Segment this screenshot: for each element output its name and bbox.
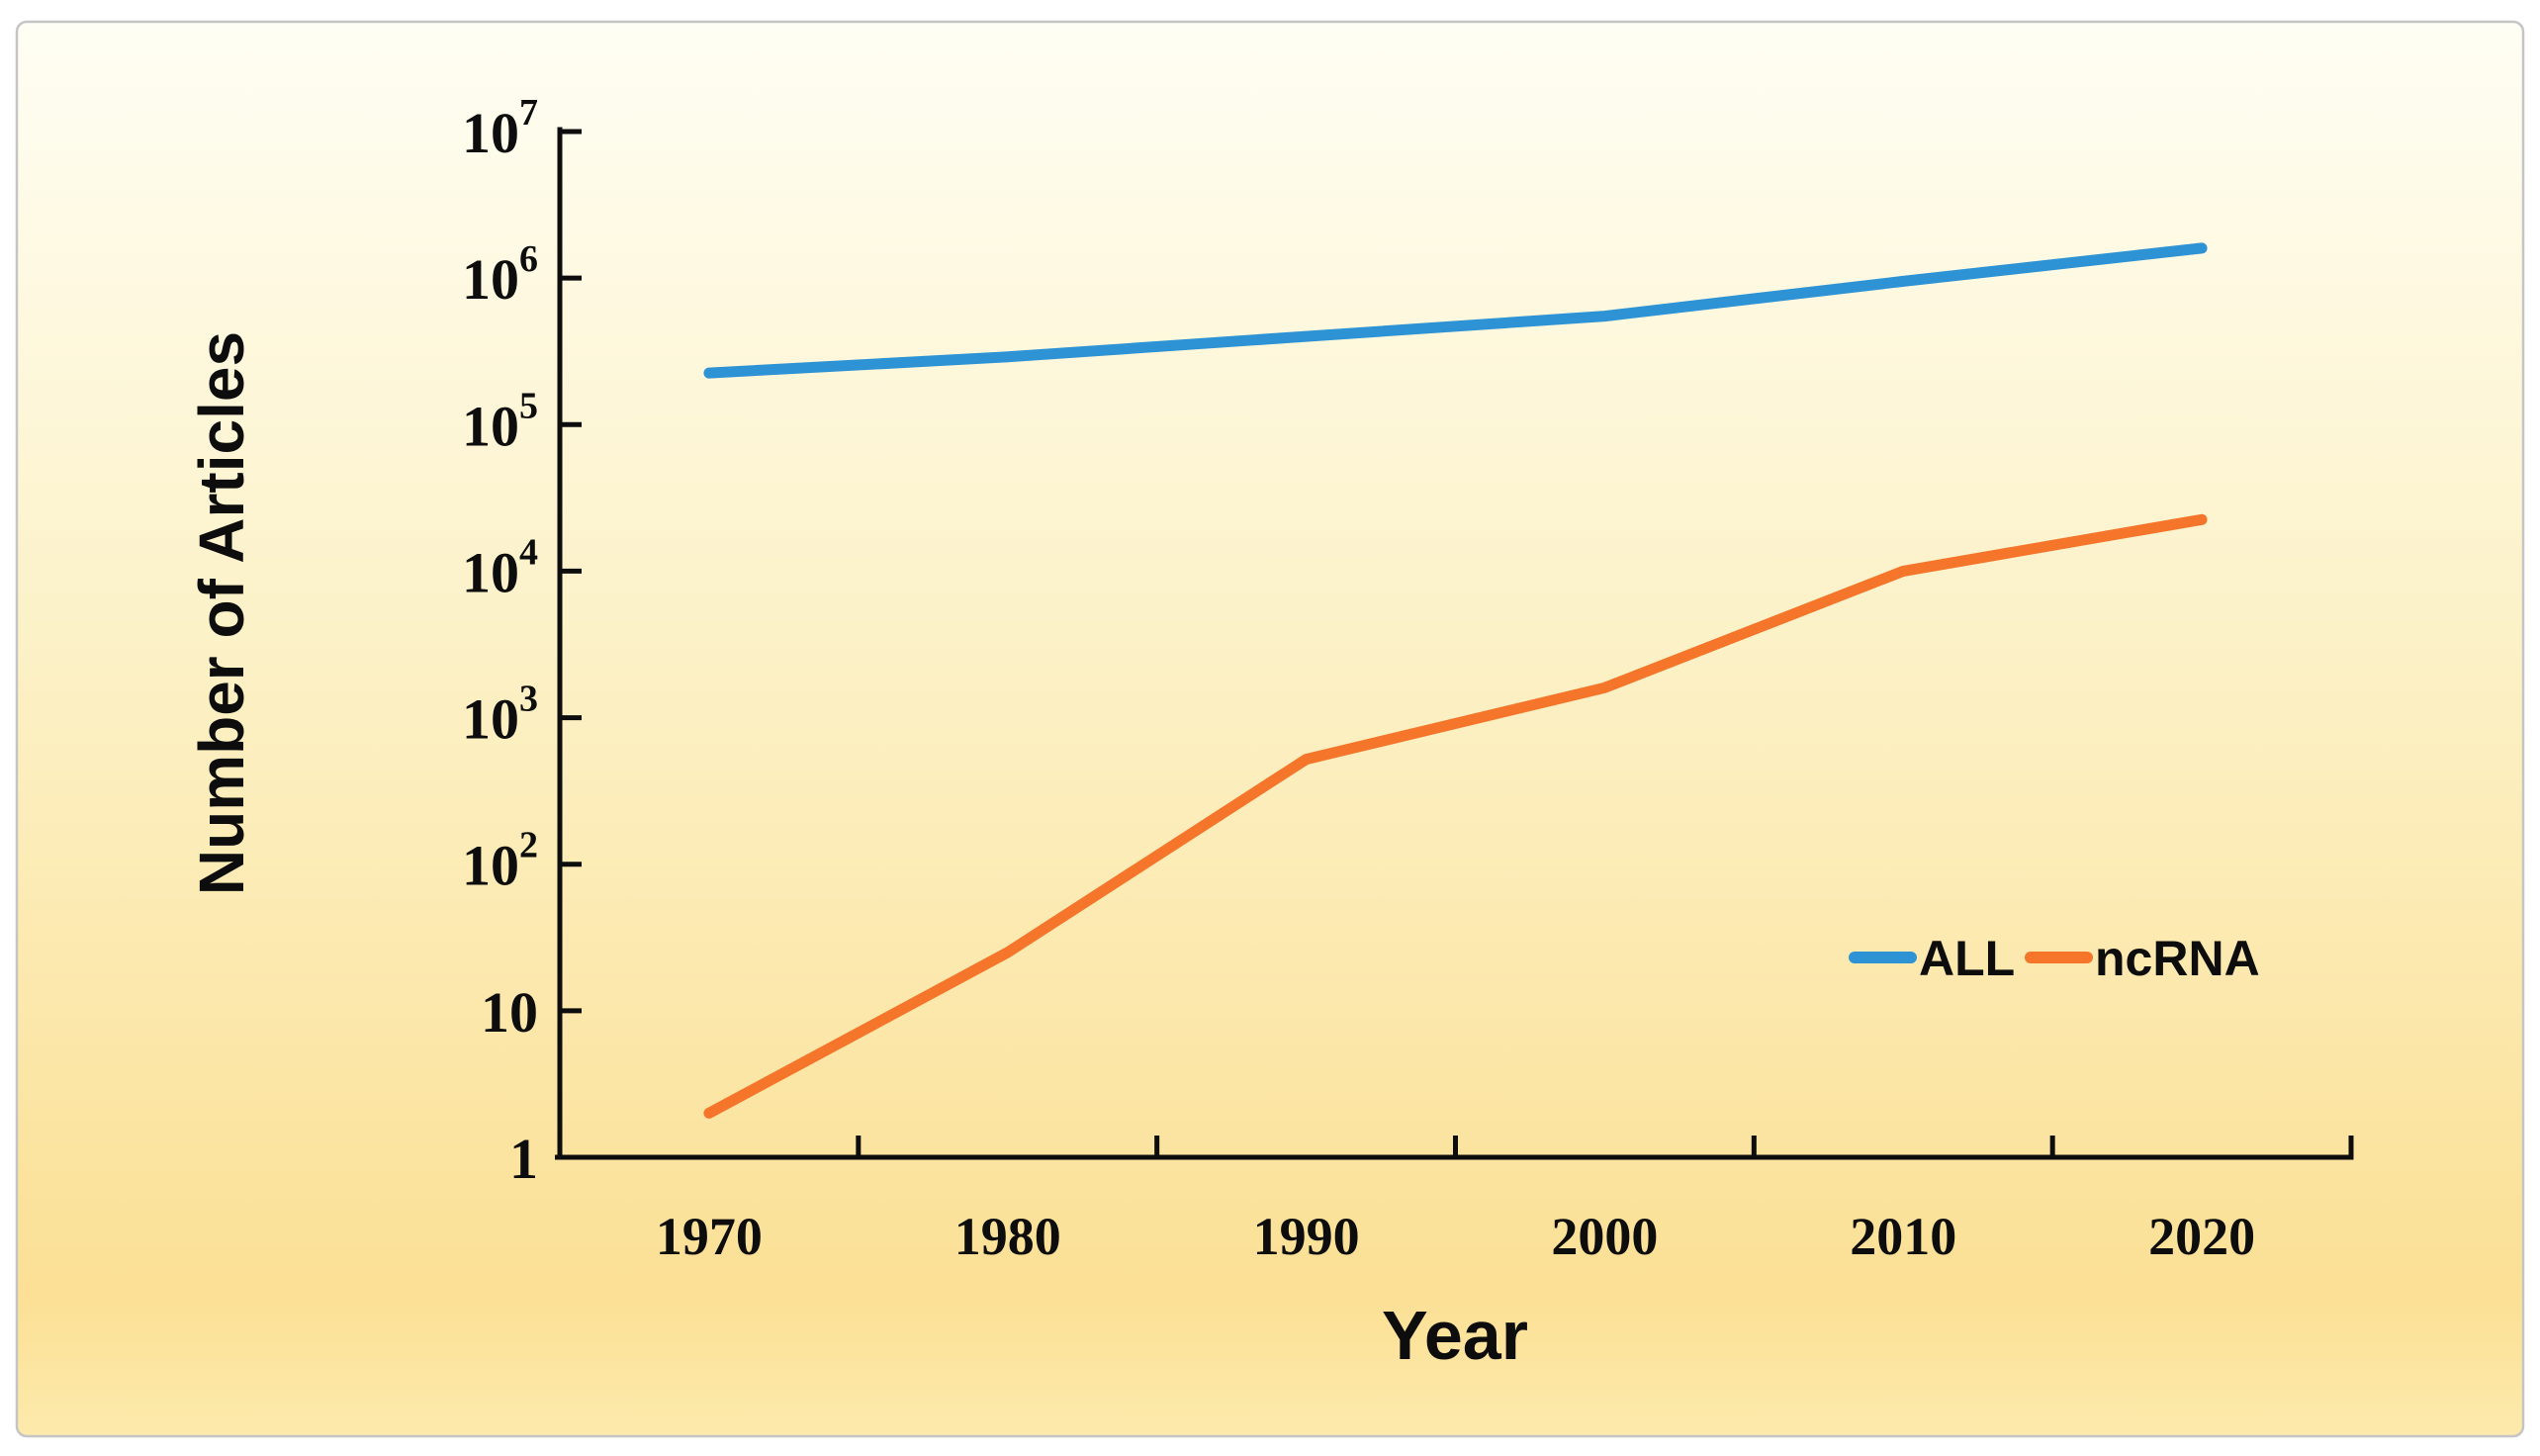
- data-series-lines: [703, 242, 2208, 1119]
- x-axis-tick-labels: 1970 1980 1990 2000 2010 2020: [656, 1207, 2255, 1266]
- y-tick-label: 103: [462, 679, 538, 752]
- legend-item-all: ALL: [1849, 931, 2015, 986]
- y-tick-label: 102: [462, 825, 538, 898]
- legend-item-ncrna: ncRNA: [2025, 931, 2260, 986]
- axes: [555, 127, 2354, 1160]
- series-line-ncrna: [703, 513, 2208, 1119]
- legend: ALL ncRNA: [1849, 931, 2260, 986]
- y-axis-title: Number of Articles: [186, 331, 257, 895]
- x-tick-label: 2020: [2148, 1207, 2255, 1266]
- x-tick-label: 2000: [1551, 1207, 1658, 1266]
- x-axis-title: Year: [1382, 1297, 1528, 1374]
- y-tick-label: 1: [509, 1127, 538, 1191]
- legend-label-ncrna: ncRNA: [2095, 931, 2260, 986]
- legend-label-all: ALL: [1919, 931, 2015, 986]
- x-tick-label: 1970: [656, 1207, 763, 1266]
- chart-panel-background: [15, 20, 2525, 1438]
- x-tick-label: 2010: [1850, 1207, 1956, 1266]
- y-tick-label: 10: [481, 980, 538, 1045]
- series-line-all: [703, 242, 2208, 379]
- x-tick-label: 1980: [954, 1207, 1061, 1266]
- x-tick-label: 1990: [1253, 1207, 1360, 1266]
